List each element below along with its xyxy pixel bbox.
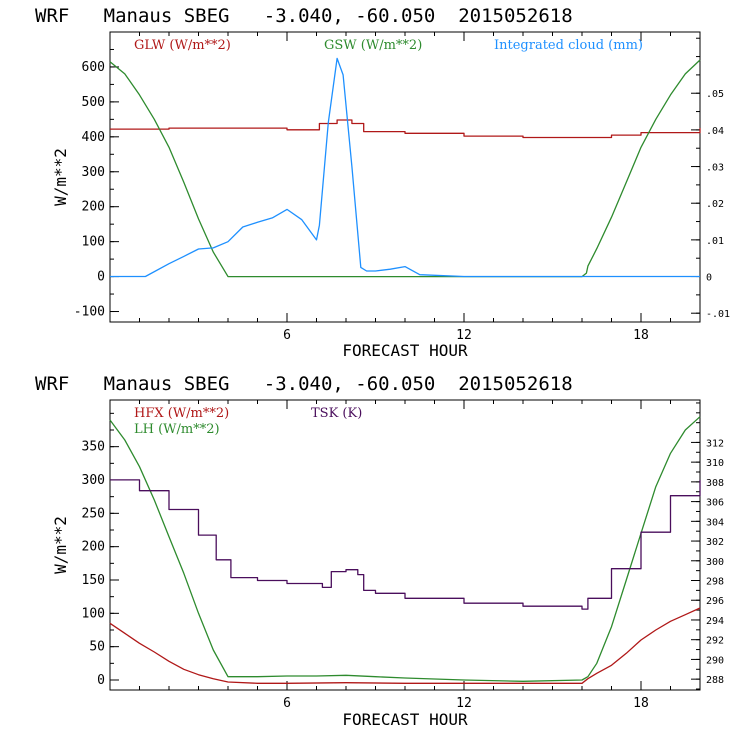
panel-top: WRF Manaus SBEG -3.040, -60.050 20150526… bbox=[35, 5, 730, 360]
panel-top-plot-frame bbox=[109, 31, 701, 323]
y2-tick-label: 298 bbox=[706, 577, 724, 588]
panel-bottom-marks bbox=[109, 416, 701, 684]
y-tick-label: 350 bbox=[82, 440, 105, 455]
y-tick-label: 300 bbox=[82, 165, 105, 180]
y-tick-label: 0 bbox=[97, 270, 105, 285]
panel-bottom-title: WRF Manaus SBEG -3.040, -60.050 20150526… bbox=[35, 373, 573, 395]
y2-tick-label: 312 bbox=[706, 438, 724, 449]
y2-tick-label: .03 bbox=[706, 163, 724, 174]
x-tick-label: 6 bbox=[283, 328, 291, 343]
y-tick-label: 600 bbox=[82, 60, 105, 75]
y-tick-label: 500 bbox=[82, 95, 105, 110]
x-tick-label: 12 bbox=[456, 696, 472, 711]
y2-tick-label: .04 bbox=[706, 126, 724, 137]
series-line-lh bbox=[109, 416, 701, 682]
panel-bottom-grid: 6 12 18 0 50 100 150 200 250 300 350 288 290 292 294 29… bbox=[82, 400, 724, 711]
y2-tick-label: -.01 bbox=[706, 309, 730, 320]
panel-bottom-x-axis-label: FORECAST HOUR bbox=[342, 710, 468, 729]
panel-top-title: WRF Manaus SBEG -3.040, -60.050 20150526… bbox=[35, 5, 573, 27]
y2-tick-label: 308 bbox=[706, 478, 724, 489]
y2-tick-label: 288 bbox=[706, 675, 724, 686]
legend-hfx: HFX (W/m**2) bbox=[134, 406, 229, 421]
legend-lh: LH (W/m**2) bbox=[134, 422, 220, 437]
legend-glw: GLW (W/m**2) bbox=[134, 38, 231, 53]
panel-top-x-axis-label: FORECAST HOUR bbox=[342, 341, 468, 360]
y-tick-label: 100 bbox=[82, 606, 105, 621]
panel-top-y-axis-label: W/m**2 bbox=[51, 148, 70, 206]
y2-tick-label: 290 bbox=[706, 655, 724, 666]
y2-tick-label: 310 bbox=[706, 458, 724, 469]
series-line-integrated bbox=[110, 57, 700, 278]
panel-top-grid: 6 12 18 -100 0 100 200 300 400 500 600 -.01 0 .01 .02.… bbox=[74, 32, 730, 343]
x-tick-label: 18 bbox=[633, 328, 649, 343]
y2-tick-label: 302 bbox=[706, 537, 724, 548]
legend-gsw: GSW (W/m**2) bbox=[324, 38, 422, 53]
panel-top-marks bbox=[109, 57, 701, 278]
y-tick-label: 50 bbox=[89, 640, 105, 655]
x-tick-label: 18 bbox=[633, 696, 649, 711]
panel-bottom: WRF Manaus SBEG -3.040, -60.050 20150526… bbox=[35, 373, 724, 729]
y2-tick-label: 304 bbox=[706, 517, 724, 528]
x-tick-label: 12 bbox=[456, 328, 472, 343]
panel-bottom-y-axis-label: W/m**2 bbox=[51, 516, 70, 574]
y2-tick-label: 306 bbox=[706, 498, 724, 509]
series-line-gsw bbox=[109, 59, 701, 278]
series-line-glw bbox=[110, 119, 701, 139]
series-line-tsk bbox=[110, 479, 701, 610]
y-tick-label: 100 bbox=[82, 235, 105, 250]
y-tick-label: 200 bbox=[82, 200, 105, 215]
y-tick-label: 150 bbox=[82, 573, 105, 588]
y2-tick-label: 292 bbox=[706, 636, 724, 647]
y2-tick-label: 300 bbox=[706, 557, 724, 568]
legend-integrated-cloud: Integrated cloud (mm) bbox=[494, 38, 643, 53]
y2-tick-label: .01 bbox=[706, 236, 724, 247]
y2-tick-label: 0 bbox=[706, 273, 712, 284]
series-line-hfx bbox=[109, 607, 701, 684]
x-tick-label: 6 bbox=[283, 696, 291, 711]
y-tick-label: 200 bbox=[82, 540, 105, 555]
legend-tsk: TSK (K) bbox=[311, 406, 362, 421]
y2-tick-label: 294 bbox=[706, 616, 724, 627]
y-tick-label: 250 bbox=[82, 506, 105, 521]
panel-bottom-plot-frame bbox=[109, 399, 701, 691]
y-tick-label: 0 bbox=[97, 673, 105, 688]
y-tick-label: 300 bbox=[82, 473, 105, 488]
y2-tick-label: .05 bbox=[706, 89, 724, 100]
y-tick-label: 400 bbox=[82, 130, 105, 145]
y2-tick-label: .02 bbox=[706, 199, 724, 210]
y-tick-label: -100 bbox=[74, 305, 105, 320]
y2-tick-label: 296 bbox=[706, 596, 724, 607]
